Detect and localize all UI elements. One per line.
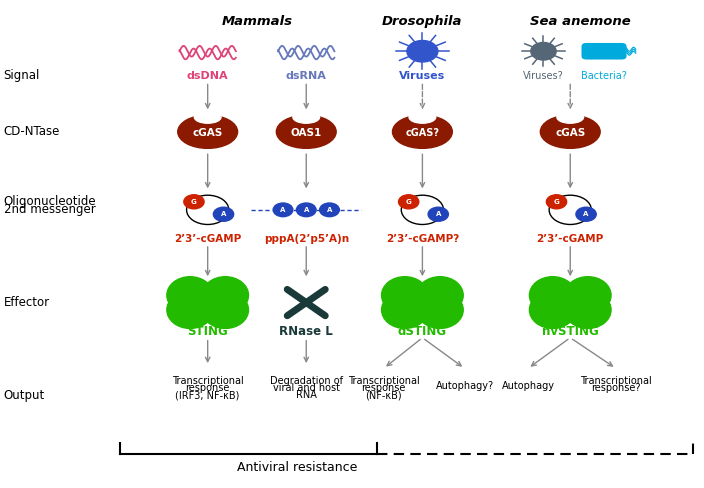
Text: Viruses?: Viruses? <box>523 71 564 81</box>
Ellipse shape <box>177 115 237 148</box>
Text: Autophagy: Autophagy <box>501 381 555 390</box>
Ellipse shape <box>194 111 221 123</box>
Ellipse shape <box>557 111 584 123</box>
Text: Antiviral resistance: Antiviral resistance <box>237 461 358 474</box>
Circle shape <box>320 203 339 217</box>
Circle shape <box>531 42 556 60</box>
Ellipse shape <box>565 277 611 314</box>
Ellipse shape <box>382 277 428 314</box>
Text: response?: response? <box>591 383 641 393</box>
Text: response: response <box>185 383 230 393</box>
Text: G: G <box>406 199 412 205</box>
Text: 2’3’-cGAMP: 2’3’-cGAMP <box>536 234 604 244</box>
Ellipse shape <box>409 111 436 123</box>
Text: Transcriptional: Transcriptional <box>172 376 244 386</box>
Text: A: A <box>584 211 589 217</box>
Circle shape <box>428 207 448 221</box>
Text: G: G <box>191 199 197 205</box>
Text: G: G <box>553 199 560 205</box>
Text: Mammals: Mammals <box>222 16 292 28</box>
Text: Bacteria?: Bacteria? <box>581 71 627 81</box>
Circle shape <box>546 195 567 209</box>
Text: CD-NTase: CD-NTase <box>4 125 60 138</box>
Circle shape <box>213 207 234 221</box>
Ellipse shape <box>293 111 320 123</box>
Text: Transcriptional: Transcriptional <box>580 376 652 386</box>
Ellipse shape <box>529 291 576 328</box>
Text: 2’3’-cGAMP: 2’3’-cGAMP <box>174 234 241 244</box>
Text: A: A <box>436 211 441 217</box>
Text: OAS1: OAS1 <box>291 128 322 138</box>
Ellipse shape <box>529 277 576 314</box>
Text: (IRF3, NF-κB): (IRF3, NF-κB) <box>175 390 240 400</box>
Ellipse shape <box>541 115 600 148</box>
Ellipse shape <box>417 277 463 314</box>
Text: viral and host: viral and host <box>272 383 340 393</box>
Text: Sea anemone: Sea anemone <box>530 16 631 28</box>
Circle shape <box>407 41 438 62</box>
Ellipse shape <box>417 291 463 328</box>
Circle shape <box>398 195 419 209</box>
Text: A: A <box>327 207 332 213</box>
Ellipse shape <box>393 115 452 148</box>
Text: STING: STING <box>187 325 228 338</box>
Text: Drosophila: Drosophila <box>382 16 463 28</box>
Text: dsRNA: dsRNA <box>286 71 327 81</box>
Text: Viruses: Viruses <box>399 71 446 81</box>
Circle shape <box>576 207 596 221</box>
Circle shape <box>184 195 204 209</box>
Ellipse shape <box>565 291 611 328</box>
Text: A: A <box>280 207 286 213</box>
Ellipse shape <box>276 115 337 148</box>
Text: dsDNA: dsDNA <box>187 71 229 81</box>
Ellipse shape <box>167 277 213 314</box>
Text: pppA(2’p5’A)n: pppA(2’p5’A)n <box>264 234 348 244</box>
Text: Effector: Effector <box>4 296 50 309</box>
Text: Oligonucleotide: Oligonucleotide <box>4 195 96 207</box>
Text: (NF-κB): (NF-κB) <box>365 390 402 400</box>
Text: Output: Output <box>4 389 45 402</box>
Text: A: A <box>303 207 309 213</box>
Ellipse shape <box>202 277 249 314</box>
Ellipse shape <box>382 291 428 328</box>
Text: dSTING: dSTING <box>398 325 447 338</box>
Text: cGAS: cGAS <box>555 128 585 138</box>
Text: Degradation of: Degradation of <box>270 376 343 386</box>
Circle shape <box>296 203 316 217</box>
Text: Transcriptional: Transcriptional <box>348 376 420 386</box>
Text: 2’3’-cGAMP?: 2’3’-cGAMP? <box>386 234 459 244</box>
Text: Signal: Signal <box>4 69 40 82</box>
Text: cGAS: cGAS <box>193 128 222 138</box>
FancyBboxPatch shape <box>582 43 627 60</box>
Text: 2nd messenger: 2nd messenger <box>4 203 95 216</box>
Text: RNA: RNA <box>296 390 317 400</box>
Text: nvSTING: nvSTING <box>542 325 598 338</box>
Text: response: response <box>361 383 406 393</box>
Text: cGAS?: cGAS? <box>406 128 439 138</box>
Text: RNase L: RNase L <box>279 325 333 338</box>
Text: Autophagy?: Autophagy? <box>436 381 494 390</box>
Circle shape <box>273 203 293 217</box>
Ellipse shape <box>202 291 249 328</box>
Ellipse shape <box>167 291 213 328</box>
Text: A: A <box>221 211 226 217</box>
